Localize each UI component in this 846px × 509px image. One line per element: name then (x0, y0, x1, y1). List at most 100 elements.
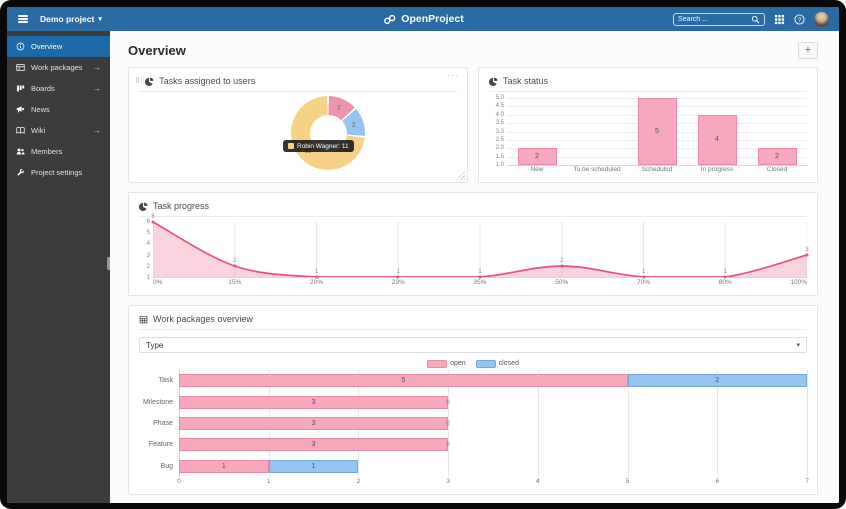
tasks-assigned-donut[interactable]: 2211Robin Wagner: 11 (283, 96, 365, 170)
openproject-logo[interactable]: OpenProject (382, 13, 464, 25)
user-avatar[interactable] (814, 11, 829, 27)
sidebar-item-members[interactable]: Members (7, 141, 110, 162)
bar-closed[interactable]: 2 (757, 148, 797, 165)
bar-segment-open[interactable]: 3 (179, 438, 449, 452)
main-content: Overview + ⠿ Tasks assigned to users ··· (110, 31, 839, 503)
submenu-arrow-icon[interactable]: → (93, 63, 101, 72)
sidebar: Overview Work packages → Boards → News Wiki → Me… (7, 31, 110, 503)
bar-segment-open[interactable]: 1 (179, 459, 269, 473)
legend-item-open[interactable]: open (427, 359, 466, 368)
tooltip-text: Robin Wagner: 11 (297, 142, 349, 150)
category-label: Bug (160, 462, 173, 470)
x-axis: New To be scheduled Scheduled In progress Cl… (507, 165, 807, 176)
submenu-arrow-icon[interactable]: → (93, 126, 101, 135)
search-input[interactable] (678, 15, 751, 23)
y-tick-label: 3 (146, 252, 150, 259)
point-value-label: 1 (314, 269, 319, 275)
data-point[interactable] (642, 275, 645, 279)
bar-segment-open[interactable]: 3 (179, 417, 449, 431)
bar-in-progress[interactable]: 4 (697, 114, 737, 165)
y-tick-label: 1.0 (495, 162, 504, 168)
bar-segment-closed[interactable]: 2 (627, 374, 807, 388)
category-axis: Task Milestone Phase Feature Bug (139, 370, 179, 488)
task-status-bar-chart: 5.0 4.5 4.0 3.5 3.0 2.5 2.0 1.5 1.0 2 5 4 2 New To be … (489, 92, 807, 176)
legend-swatch (475, 359, 496, 368)
add-widget-button[interactable]: + (798, 41, 818, 59)
sidebar-item-label: News (31, 105, 50, 114)
widget-tasks-assigned-to-users: ⠿ Tasks assigned to users ··· 2211Robin … (128, 67, 468, 183)
data-point[interactable] (723, 275, 727, 279)
drag-handle-icon[interactable]: ⠿ (135, 77, 141, 85)
sidebar-item-overview[interactable]: Overview (7, 36, 110, 57)
sidebar-item-news[interactable]: News (7, 99, 110, 120)
topbar-actions: ? (673, 7, 829, 31)
calendar-table-icon (139, 315, 148, 324)
data-point[interactable] (396, 275, 400, 279)
chart-body: Task Milestone Phase Feature Bug 5 2 3 0 3 0 3 0 1 1 0 1… (139, 370, 809, 488)
page-title: Overview (128, 42, 186, 58)
zero-value-label: 0 (446, 398, 450, 406)
submenu-arrow-icon[interactable]: → (93, 84, 101, 93)
data-point[interactable] (151, 220, 155, 224)
data-point[interactable] (805, 253, 809, 257)
widget-title: Work packages overview (153, 314, 253, 324)
work-packages-icon (16, 63, 25, 72)
x-tick-label: 5 (625, 478, 630, 485)
category-label: Task (158, 377, 173, 385)
x-tick-label: In progress (700, 166, 734, 173)
sidebar-item-project-settings[interactable]: Project settings (7, 162, 110, 183)
data-point[interactable] (233, 264, 237, 268)
sidebar-item-boards[interactable]: Boards → (7, 78, 110, 99)
data-point[interactable] (478, 275, 482, 279)
hamburger-menu-icon[interactable] (18, 15, 28, 23)
bar-scheduled[interactable]: 5 (637, 98, 677, 165)
gridline (448, 370, 450, 477)
x-tick-label: 0% (153, 279, 163, 286)
help-icon[interactable]: ? (794, 13, 805, 25)
point-value-label: 6 (151, 214, 155, 220)
segment-value-label: 3 (311, 441, 316, 449)
y-tick-label: 6 (146, 219, 150, 225)
data-point[interactable] (315, 275, 318, 279)
gridline (717, 370, 719, 477)
boards-icon (16, 84, 25, 93)
sidebar-item-label: Boards (31, 84, 55, 93)
bar-segment-closed[interactable]: 1 (268, 459, 359, 473)
bar-new[interactable]: 2 (517, 148, 557, 165)
y-tick-label: 2.0 (495, 145, 504, 152)
x-axis: 0 1 2 3 4 5 6 7 (177, 477, 809, 488)
sidebar-item-wiki[interactable]: Wiki → (7, 120, 110, 141)
sidebar-item-label: Members (31, 147, 63, 156)
x-tick-label: To be scheduled (573, 166, 621, 173)
sidebar-item-work-packages[interactable]: Work packages → (7, 57, 110, 78)
widget-task-progress: Task progress 6 5 4 3 2 1 6 2 1 1 1 2 1 1 3 0% 15% 20% 23%… (128, 192, 818, 296)
caret-down-icon: ▾ (796, 342, 800, 349)
legend-swatch (427, 359, 448, 368)
bar-value-label: 2 (775, 153, 779, 161)
x-tick-label: 4 (536, 478, 540, 485)
modules-grid-icon[interactable] (774, 14, 785, 25)
settings-icon (16, 168, 25, 177)
data-point[interactable] (560, 264, 564, 268)
bar-segment-open[interactable]: 5 (179, 374, 628, 388)
widget-menu-icon[interactable]: ··· (447, 70, 459, 80)
x-tick-label: 15% (228, 279, 242, 286)
gridline (507, 165, 807, 166)
type-filter-select[interactable]: Type ▾ (139, 337, 807, 353)
x-tick-label: 20% (309, 279, 324, 286)
bar-segment-open[interactable]: 3 (179, 395, 449, 409)
logo-text: OpenProject (401, 13, 464, 25)
y-tick-label: 2.5 (495, 136, 504, 143)
segment-value-label: 3 (311, 398, 316, 406)
x-tick-label: 0 (177, 478, 181, 485)
sidebar-item-label: Work packages (31, 63, 83, 72)
global-search[interactable] (673, 12, 765, 26)
bar-value-label: 4 (715, 136, 719, 144)
sidebar-collapse-handle[interactable] (107, 257, 110, 270)
legend-item-closed[interactable]: closed (475, 359, 519, 368)
type-filter-value: Type (146, 340, 164, 350)
project-selector[interactable]: Demo project ▾ (40, 14, 102, 24)
chart-legend: open closed (139, 357, 807, 370)
widget-resize-handle[interactable] (456, 171, 465, 180)
